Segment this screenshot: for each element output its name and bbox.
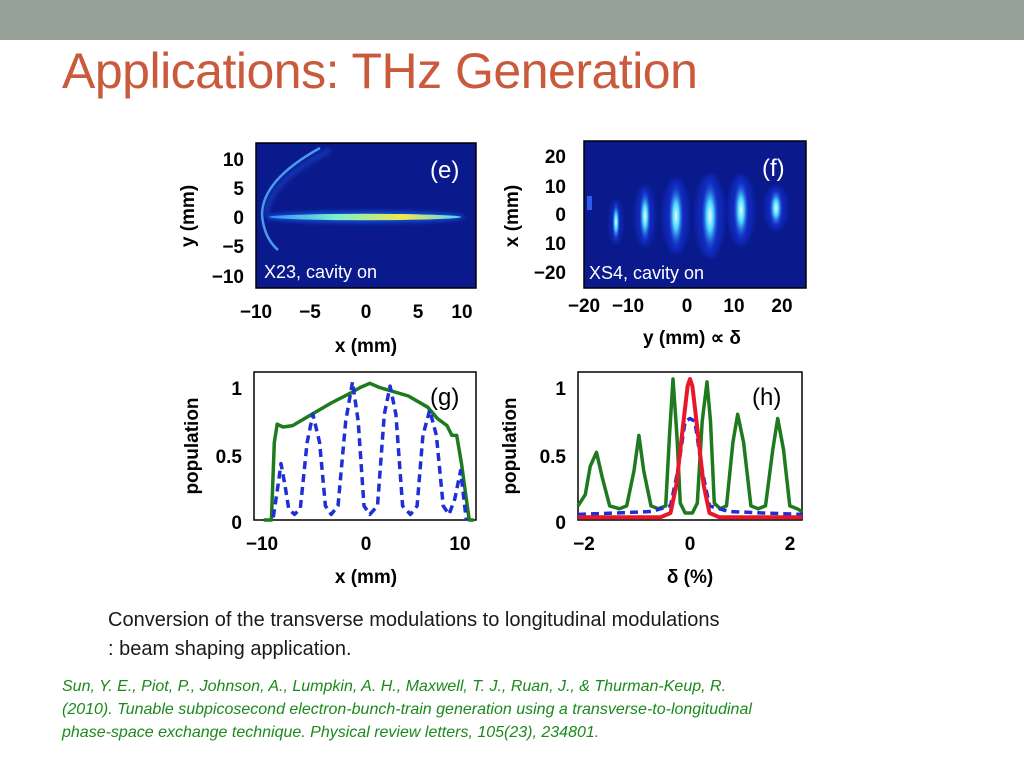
panel-g-ytick: 0 xyxy=(231,513,242,534)
panel-f-ytick: 20 xyxy=(545,147,566,168)
panel-h-series-solid-green xyxy=(576,377,803,515)
panel-e-ytick: −10 xyxy=(212,267,244,288)
panel-f-xtick: 10 xyxy=(723,296,744,317)
panel-g-xtick: 0 xyxy=(361,534,372,555)
panel-f-blob xyxy=(701,178,719,254)
panel-e-xtick: −10 xyxy=(240,302,272,323)
panel-f-xtick: 20 xyxy=(771,296,792,317)
panel-f-xtick: −20 xyxy=(568,296,600,317)
panel-f-xtick: −10 xyxy=(612,296,644,317)
panel-e-xtick: 0 xyxy=(361,302,372,323)
panel-e-arc-glow xyxy=(263,147,332,216)
top-banner xyxy=(0,0,1024,40)
citation-line-3: phase-space exchange technique. Physical… xyxy=(62,724,600,741)
citation: Sun, Y. E., Piot, P., Johnson, A., Lumpk… xyxy=(62,675,962,744)
panel-f-ytick: −20 xyxy=(534,263,566,284)
citation-line-1: Sun, Y. E., Piot, P., Johnson, A., Lumpk… xyxy=(62,678,727,695)
panel-f-label: (f) xyxy=(762,155,785,182)
panel-f-ytick: 10 xyxy=(545,177,566,198)
slide-title: Applications: THz Generation xyxy=(62,43,698,99)
panel-g-series-solid-green xyxy=(263,381,475,522)
panel-f-inset-label: XS4, cavity on xyxy=(589,263,704,283)
panel-g-series-dashed-blue xyxy=(271,380,469,521)
panel-f-blob xyxy=(639,188,651,244)
panel-e-ytick: 10 xyxy=(223,150,244,171)
panel-h-ytick: 1 xyxy=(555,379,566,400)
panel-f-ylabel: x (mm) xyxy=(502,185,523,247)
panel-e-xtick: −5 xyxy=(299,302,321,323)
panel-e-ytick: 0 xyxy=(233,208,244,229)
citation-line-2: (2010). Tunable subpicosecond electron-b… xyxy=(62,701,752,718)
panel-f: (f) XS4, cavity on −20 −10 0 10 20 20 10 0 10 −2… xyxy=(502,140,807,349)
panel-e-xtick: 10 xyxy=(451,302,472,323)
panel-f-xtick: 0 xyxy=(682,296,693,317)
caption-line-1: Conversion of the transverse modulations… xyxy=(108,609,720,631)
panel-e-label: (e) xyxy=(430,157,459,184)
panel-g: (g) −10 0 10 00.51 x (mm) population xyxy=(182,371,477,588)
panel-g-xtick: −10 xyxy=(246,534,278,555)
panel-h-xtick: −2 xyxy=(573,534,595,555)
panel-h-ytick: 0.5 xyxy=(540,447,567,468)
panel-e-xtick: 5 xyxy=(413,302,424,323)
panel-e-ytick: 5 xyxy=(233,179,244,200)
panel-h-label: (h) xyxy=(752,384,781,411)
panel-e-inset-label: X23, cavity on xyxy=(264,262,377,282)
panel-e-xlabel: x (mm) xyxy=(335,336,397,357)
panel-h-series-solid-red xyxy=(578,377,802,520)
panel-g-xlabel: x (mm) xyxy=(335,567,397,588)
panel-h-series-dashed-blue xyxy=(577,416,803,517)
panel-h-ytick: 0 xyxy=(555,513,566,534)
slide-caption: Conversion of the transverse modulations… xyxy=(108,606,908,664)
panel-e-ytick: −5 xyxy=(222,237,244,258)
panel-g-ytick: 0.5 xyxy=(216,447,243,468)
panel-g-ytick: 1 xyxy=(231,379,242,400)
panel-f-ytick: 0 xyxy=(555,205,566,226)
panel-g-xtick: 10 xyxy=(449,534,470,555)
panel-g-label: (g) xyxy=(430,384,459,411)
panel-f-xlabel: y (mm) ∝ δ xyxy=(643,328,741,349)
panel-f-blob xyxy=(733,178,749,242)
panel-g-ylabel: population xyxy=(182,397,203,494)
panel-f-edge-marks xyxy=(587,196,592,210)
panel-f-blob xyxy=(769,188,783,228)
caption-line-2: : beam shaping application. xyxy=(108,638,352,660)
panel-e-arc xyxy=(260,146,321,251)
panel-h: (h) −2 0 2 0 0.5 1 δ (%) population xyxy=(500,371,803,588)
panel-f-blob xyxy=(668,182,684,250)
panel-e-ylabel: y (mm) xyxy=(178,185,199,247)
panel-h-ylabel: population xyxy=(500,397,521,494)
panel-e-beam-core xyxy=(269,213,461,221)
panel-h-xtick: 2 xyxy=(785,534,796,555)
panel-h-xlabel: δ (%) xyxy=(667,567,713,588)
panel-f-blob xyxy=(612,202,620,242)
panel-e: (e) X23, cavity on −10 −5 0 5 10 10 5 0 −5 −10 x… xyxy=(178,142,477,357)
panel-h-xtick: 0 xyxy=(685,534,696,555)
panel-f-ytick: 10 xyxy=(545,234,566,255)
panel-h-plot-area xyxy=(577,371,803,521)
